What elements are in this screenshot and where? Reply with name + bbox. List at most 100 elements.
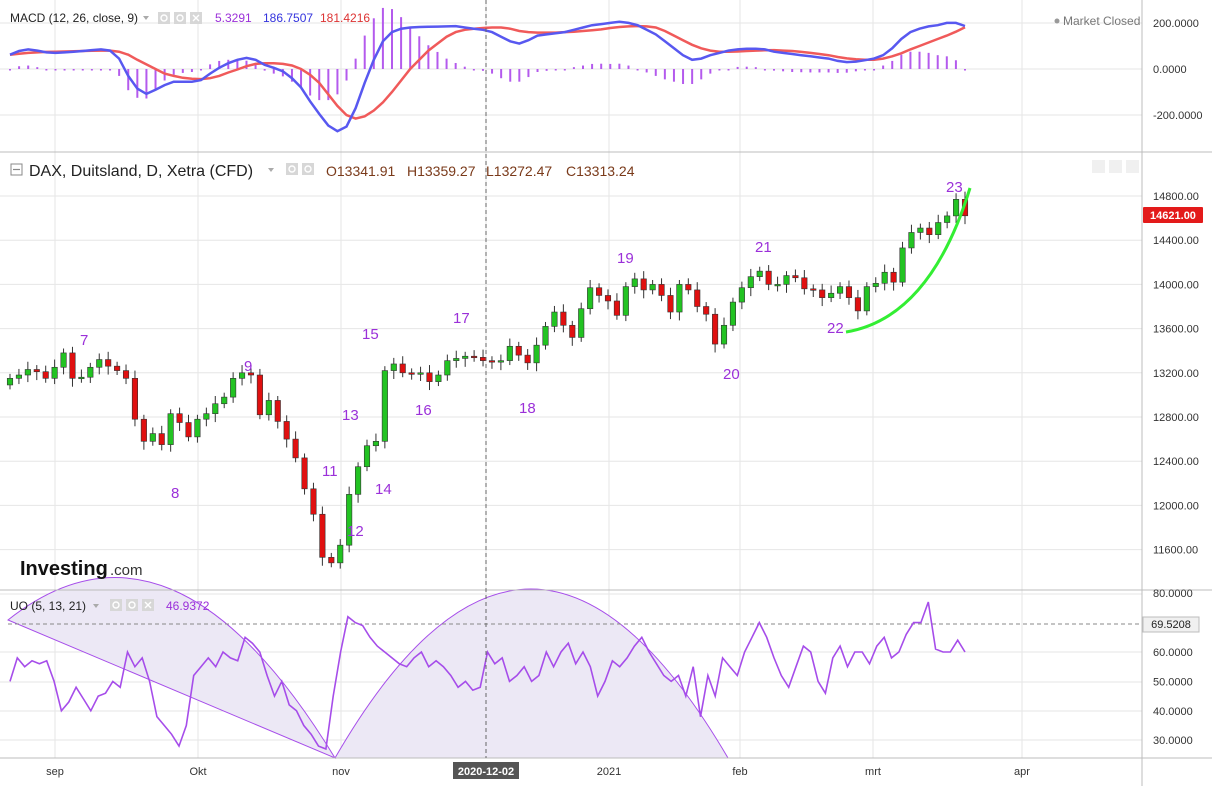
- candle: [774, 276, 781, 292]
- candle: [560, 304, 567, 333]
- symbol-settings-icon[interactable]: [286, 163, 298, 175]
- candle: [51, 359, 58, 385]
- candle: [346, 486, 353, 553]
- candle: [881, 264, 888, 291]
- candle: [78, 369, 85, 383]
- candle: [24, 361, 31, 383]
- candle: [738, 281, 745, 310]
- macd-header[interactable]: MACD (12, 26, close, 9) 5.3291 186.7507 …: [10, 11, 1140, 28]
- uo-close-icon[interactable]: [142, 599, 154, 611]
- candle: [194, 414, 201, 443]
- macd-value-2: 186.7507: [263, 11, 313, 25]
- wave-label: 17: [453, 310, 470, 327]
- uo-header[interactable]: UO (5, 13, 21) 46.9372: [10, 599, 210, 613]
- wave-label: 16: [415, 402, 432, 419]
- candle: [283, 415, 290, 448]
- candle: [828, 285, 835, 303]
- candle: [872, 277, 879, 293]
- x-label-feb: feb: [732, 766, 747, 778]
- logo-suffix: .com: [110, 562, 143, 579]
- candle: [176, 407, 183, 431]
- status-dot-icon: [1054, 18, 1060, 24]
- chevron-down-icon[interactable]: [143, 16, 149, 20]
- symbol-name[interactable]: DAX, Duitsland, D, Xetra (CFD): [29, 163, 253, 180]
- uo-settings-icon[interactable]: [110, 599, 122, 611]
- ohlc-close: C13313.24: [566, 163, 635, 179]
- candles: [6, 191, 969, 569]
- settings-icon[interactable]: [158, 12, 170, 24]
- wave-annotations: 7 8 9 11 12 13 14 15 16 17 18 19 20 21 22 23: [80, 179, 963, 540]
- gear-icon[interactable]: [174, 12, 186, 24]
- x-label-mrt: mrt: [865, 766, 881, 778]
- trend-curve: [845, 187, 972, 334]
- ohlc-low: L13272.47: [486, 163, 552, 179]
- price-tick-label: 13600.00: [1153, 324, 1199, 336]
- wave-label: 19: [617, 250, 634, 267]
- macd-signal-line: [9, 24, 966, 120]
- candle: [462, 351, 469, 367]
- candle: [917, 223, 924, 240]
- pane-button-icon[interactable]: [1092, 160, 1105, 173]
- wave-label: 21: [755, 239, 772, 256]
- candle: [372, 433, 379, 452]
- uo-gear-icon[interactable]: [126, 599, 138, 611]
- macd-tick-label: 200.0000: [1153, 18, 1199, 30]
- wave-label: 8: [171, 485, 179, 502]
- candle: [935, 214, 942, 240]
- candle: [810, 284, 817, 297]
- symbol-chevron-down-icon[interactable]: [268, 168, 274, 172]
- candle: [274, 396, 281, 429]
- candle: [399, 356, 406, 378]
- time-axis: sep Okt nov 2020-12-02 2021 feb mrt apr: [46, 762, 1030, 779]
- candle: [435, 370, 442, 387]
- candle: [578, 302, 585, 342]
- candle: [506, 338, 513, 366]
- price-tick-label: 12400.00: [1153, 456, 1199, 468]
- uo-chevron-down-icon[interactable]: [93, 604, 99, 608]
- pane-button-icon[interactable]: [1126, 160, 1139, 173]
- candle: [837, 282, 844, 299]
- candle: [337, 539, 344, 569]
- candle: [60, 348, 67, 375]
- wave-label: 23: [946, 179, 963, 196]
- candle: [140, 414, 147, 450]
- price-tick-label: 12000.00: [1153, 500, 1199, 512]
- candle: [703, 302, 710, 322]
- candle: [328, 552, 335, 568]
- candle: [765, 265, 772, 291]
- candle: [212, 396, 219, 423]
- candle: [497, 354, 504, 371]
- candle: [712, 308, 719, 353]
- candle: [720, 317, 728, 349]
- candle: [845, 280, 853, 305]
- macd-value-3: 181.4216: [320, 11, 370, 25]
- price-tick-label: 14400.00: [1153, 235, 1199, 247]
- candle: [131, 370, 138, 427]
- price-header[interactable]: DAX, Duitsland, D, Xetra (CFD) O13341.91…: [10, 160, 1139, 180]
- symbol-gear-icon[interactable]: [302, 163, 314, 175]
- uo-indicator-name[interactable]: UO (5, 13, 21): [10, 599, 86, 613]
- pane-button-icon[interactable]: [1109, 160, 1122, 173]
- candle: [747, 268, 754, 297]
- wave-label: 20: [723, 366, 740, 383]
- candle: [185, 414, 192, 442]
- ohlc-high: H13359.27: [407, 163, 476, 179]
- candle: [310, 482, 317, 522]
- x-label-apr: apr: [1014, 766, 1030, 778]
- candle: [908, 224, 915, 254]
- uo-pane: [8, 601, 1140, 751]
- macd-histogram: [9, 7, 966, 101]
- candle: [247, 368, 255, 384]
- close-icon[interactable]: [190, 12, 202, 24]
- price-pane: 7 8 9 11 12 13 14 15 16 17 18 19 20 21 22 23: [6, 179, 972, 569]
- candle: [890, 267, 897, 291]
- uo-tick-label: 60.0000: [1153, 647, 1193, 659]
- candle: [203, 407, 210, 427]
- candle: [471, 350, 478, 362]
- macd-indicator-name[interactable]: MACD (12, 26, close, 9): [10, 11, 138, 25]
- wave-label: 15: [362, 326, 379, 343]
- price-tag: 14621.00: [1143, 207, 1203, 223]
- candle: [230, 372, 237, 403]
